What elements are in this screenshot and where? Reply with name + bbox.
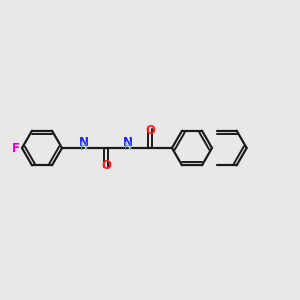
Text: H: H: [124, 142, 132, 152]
Text: H: H: [80, 142, 88, 152]
Text: F: F: [12, 142, 20, 154]
Text: O: O: [101, 159, 111, 172]
Text: N: N: [123, 136, 133, 149]
Text: O: O: [145, 124, 155, 137]
Text: N: N: [79, 136, 89, 149]
